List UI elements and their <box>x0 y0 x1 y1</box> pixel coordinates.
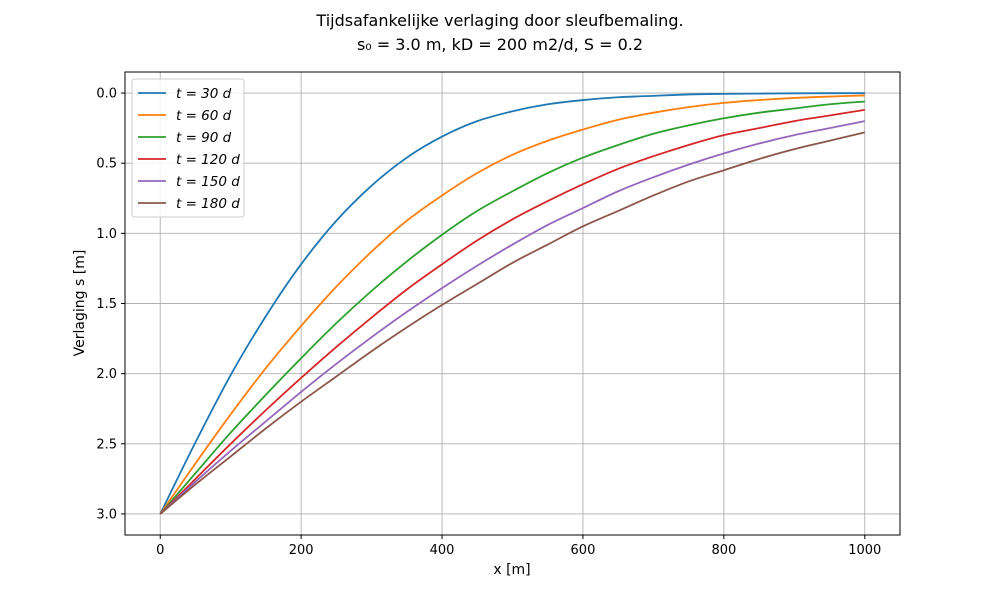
series-lines <box>159 92 865 515</box>
x-tick-label: 200 <box>289 543 314 558</box>
y-tick-label: 1.5 <box>96 297 117 312</box>
legend-entry: t = 120 d <box>176 152 240 168</box>
y-tick-label: 3.0 <box>96 507 117 522</box>
x-tick-label: 0 <box>156 543 164 558</box>
chart-title: Tijdsafankelijke verlaging door sleufbem… <box>315 11 683 30</box>
legend-box <box>131 78 245 218</box>
series-line-3 <box>159 100 865 515</box>
x-tick-label: 600 <box>571 543 596 558</box>
series-line-5 <box>159 120 865 515</box>
x-axis-label: x [m] <box>493 562 530 578</box>
series-line-6 <box>159 131 865 515</box>
y-tick-label: 2.0 <box>96 367 117 382</box>
y-axis-label: Verlaging s [m] <box>72 250 88 357</box>
y-tick-label: 2.5 <box>96 437 117 452</box>
y-tick-label: 0.5 <box>96 157 117 172</box>
legend: t = 30 d t = 60 d t = 90 d t = 120 d t = 150… <box>131 78 245 218</box>
legend-entry: t = 60 d <box>176 108 232 124</box>
x-tick-label: 400 <box>430 543 455 558</box>
series-line-2 <box>159 94 865 515</box>
legend-entry: t = 150 d <box>176 174 240 190</box>
chart-subtitle: s₀ = 3.0 m, kD = 200 m2/d, S = 0.2 <box>357 35 643 54</box>
legend-entry: t = 90 d <box>176 130 232 146</box>
legend-entry: t = 30 d <box>176 86 232 102</box>
y-tick-label: 0.0 <box>96 87 117 102</box>
series-line-4 <box>159 108 865 515</box>
y-tick-label: 1.0 <box>96 227 117 242</box>
ticks: 0 200 400 600 800 1000 0.0 0.5 1.0 1.5 2.0 2.5 3.0 <box>96 87 881 558</box>
legend-entry: t = 180 d <box>176 196 240 212</box>
x-tick-label: 800 <box>711 543 736 558</box>
series-line-1 <box>159 92 865 515</box>
x-tick-label: 1000 <box>848 543 881 558</box>
grid <box>125 72 900 535</box>
